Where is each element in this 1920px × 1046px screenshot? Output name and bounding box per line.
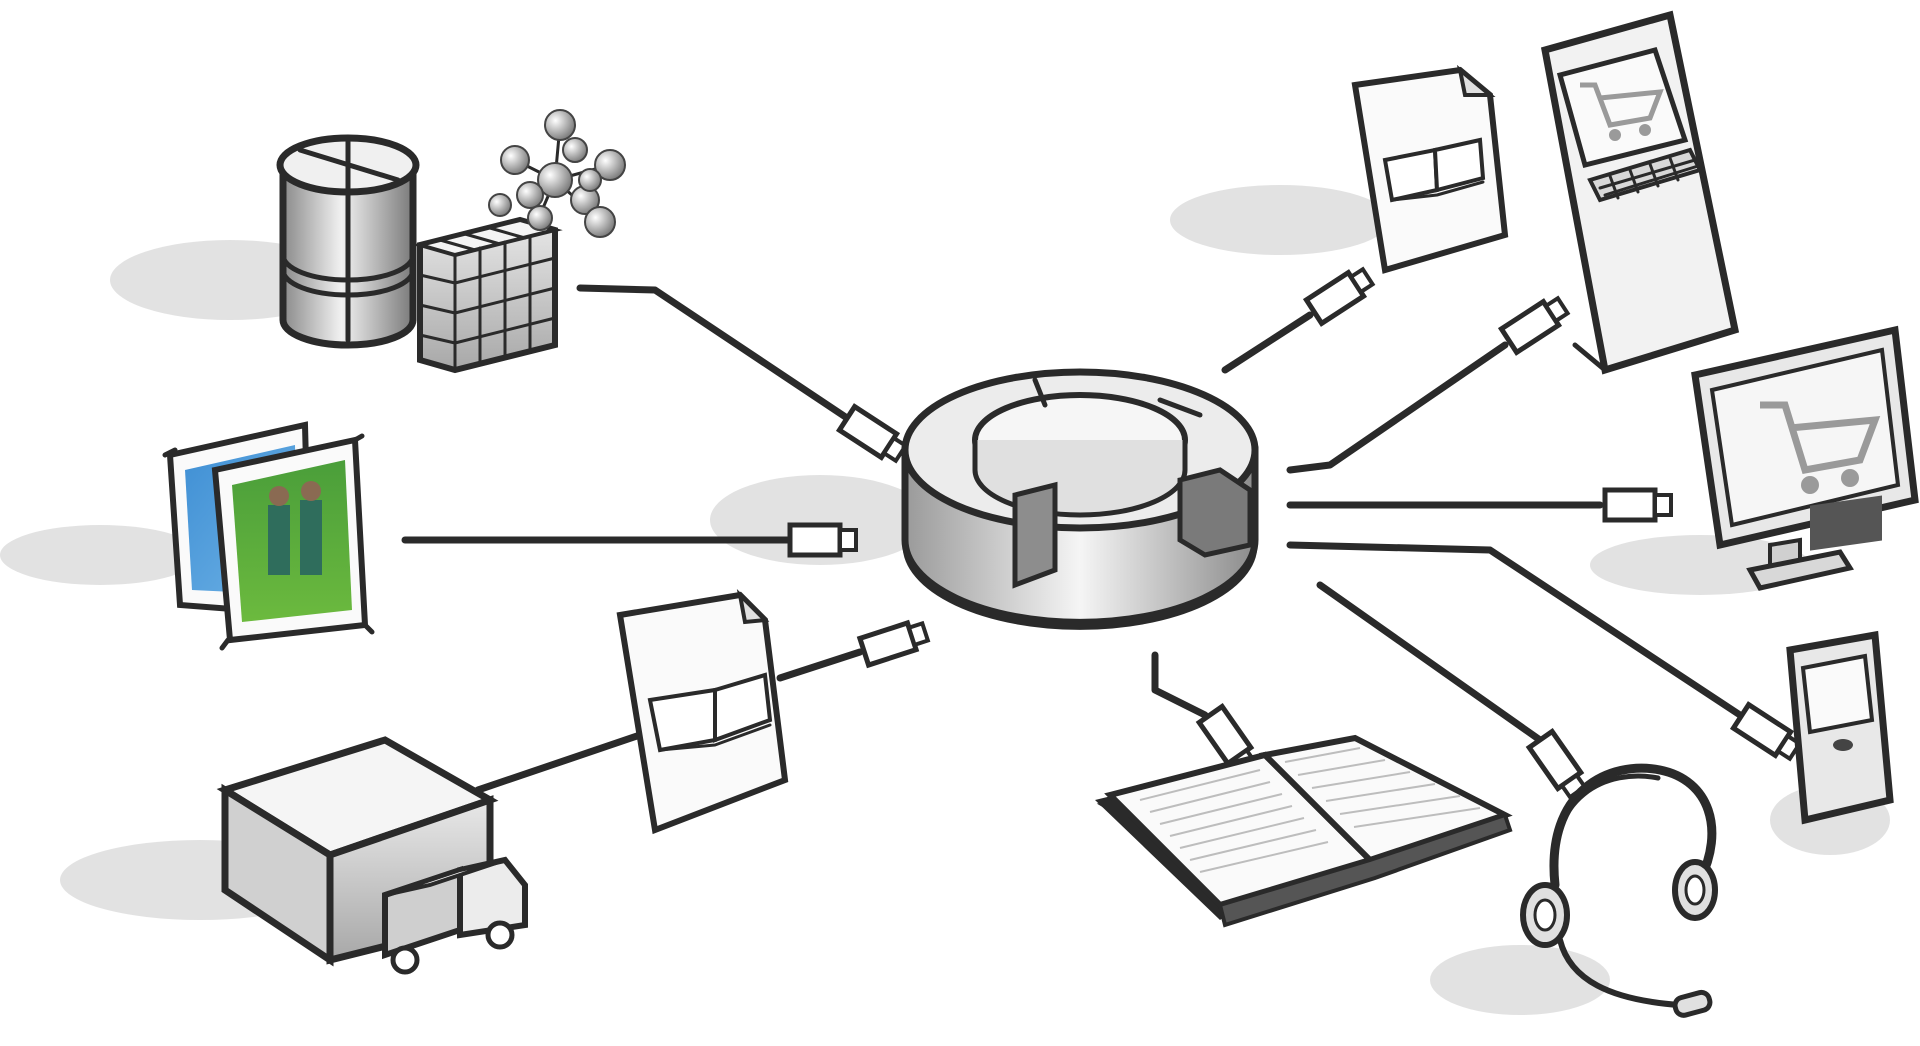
open-book-small-icon — [647, 672, 773, 753]
connector-plug-icon — [787, 522, 858, 558]
connector-plug-icon — [835, 403, 909, 464]
shopping-cart-icon — [1580, 82, 1664, 141]
photo-frames-icon — [162, 421, 375, 651]
connector-plug-icon — [1302, 266, 1376, 327]
central-hub-ring — [901, 368, 1259, 630]
connector-plug-icon — [1602, 487, 1673, 523]
monitor-shopping-cart-icon — [1691, 325, 1919, 591]
connector-plug-icon — [856, 619, 931, 669]
connector-cables — [401, 266, 1803, 800]
smartphone-icon — [1786, 495, 1894, 825]
molecule-icon — [488, 109, 626, 238]
shopping-cart-icon — [1760, 401, 1881, 494]
truck-icon — [382, 856, 528, 975]
database-and-molecule-icon — [276, 109, 626, 374]
warehouse-with-truck-icon — [216, 736, 528, 975]
book-document-icon — [1351, 64, 1509, 274]
book-text-lines — [1139, 747, 1481, 873]
keypad — [1810, 495, 1882, 551]
book-document-icon — [616, 589, 789, 835]
open-book-icon — [1095, 734, 1513, 928]
connector-plug-icon — [1497, 295, 1571, 356]
headset-icon — [1520, 763, 1718, 1018]
open-book-small-icon — [1382, 137, 1486, 203]
connector-plug-icon — [1729, 701, 1803, 762]
data-cube-icon — [412, 216, 563, 374]
shopping-kiosk-icon — [1540, 10, 1740, 375]
